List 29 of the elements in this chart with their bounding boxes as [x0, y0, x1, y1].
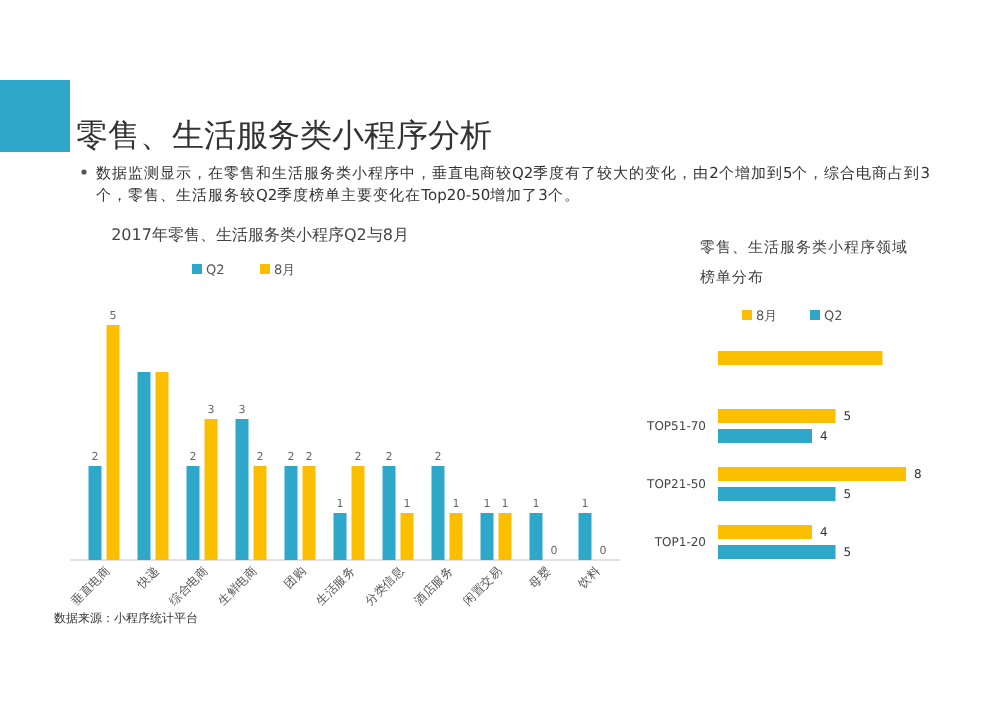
bar — [718, 545, 836, 559]
bar — [382, 466, 396, 560]
bar — [351, 466, 365, 560]
bar — [498, 513, 512, 560]
bar — [400, 513, 414, 560]
bar — [284, 466, 298, 560]
bar — [449, 513, 463, 560]
chart-title: 2017年零售、生活服务类小程序Q2与8月 — [111, 226, 409, 244]
bar — [718, 429, 812, 443]
bar — [137, 372, 151, 560]
bar — [333, 513, 347, 560]
bar — [431, 466, 445, 560]
bar — [106, 325, 120, 560]
bar — [480, 513, 494, 560]
bar — [204, 419, 218, 560]
bar — [186, 466, 200, 560]
text: 零售、生活服务类小程序分析 — [76, 116, 492, 154]
bar — [718, 525, 812, 539]
bar — [718, 409, 836, 423]
bar — [529, 513, 543, 560]
bar — [578, 513, 592, 560]
bar — [302, 466, 316, 560]
bar — [88, 466, 102, 560]
bar — [235, 419, 249, 560]
bar — [718, 467, 906, 481]
bar — [253, 466, 267, 560]
bar — [155, 372, 169, 560]
bar — [718, 487, 836, 501]
bar — [718, 351, 883, 365]
